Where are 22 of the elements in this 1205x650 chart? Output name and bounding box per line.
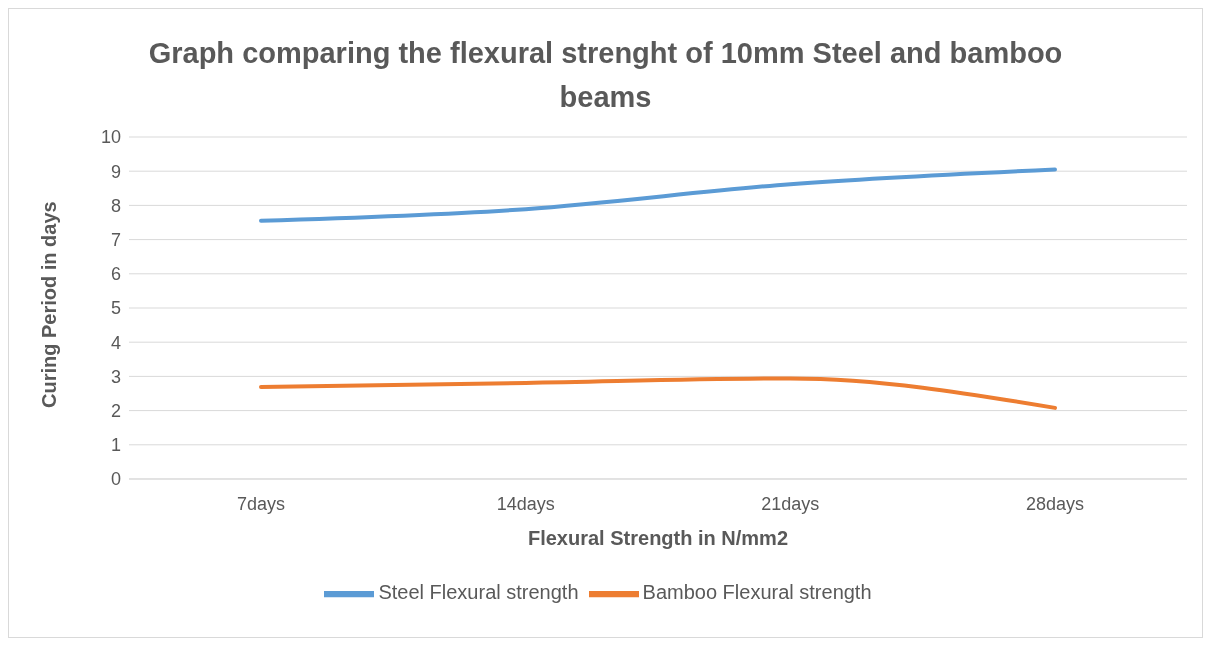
y-tick-label: 9 xyxy=(110,161,121,182)
y-tick-label: 10 xyxy=(100,127,121,148)
chart-title: Graph comparing the flexural strenght of 10mm Steel and bamboo beams xyxy=(147,36,1064,115)
y-tick-label: 0 xyxy=(110,469,121,490)
line-series xyxy=(259,167,1057,223)
x-tick-label: 14days xyxy=(496,493,555,514)
x-axis-title: Flexural Strength in N/mm2 xyxy=(527,527,789,549)
x-tick-label: 21days xyxy=(761,493,820,514)
legend-label: Steel Flexural strength xyxy=(378,581,579,604)
legend-label: Bamboo Flexural strength xyxy=(642,581,872,604)
y-tick-label: 2 xyxy=(110,400,121,421)
y-tick-label: 6 xyxy=(110,264,121,285)
y-tick-label: 4 xyxy=(110,332,121,353)
y-tick-label: 5 xyxy=(110,298,121,319)
x-tick-label: 7days xyxy=(236,493,286,514)
line-series xyxy=(259,376,1057,410)
x-tick-label: 28days xyxy=(1025,493,1085,514)
y-tick-label: 7 xyxy=(110,229,121,250)
y-tick-label: 3 xyxy=(110,366,121,387)
y-tick-label: 1 xyxy=(110,435,121,456)
y-axis-title: Curing Period in days xyxy=(38,201,61,408)
y-tick-label: 8 xyxy=(110,195,121,216)
